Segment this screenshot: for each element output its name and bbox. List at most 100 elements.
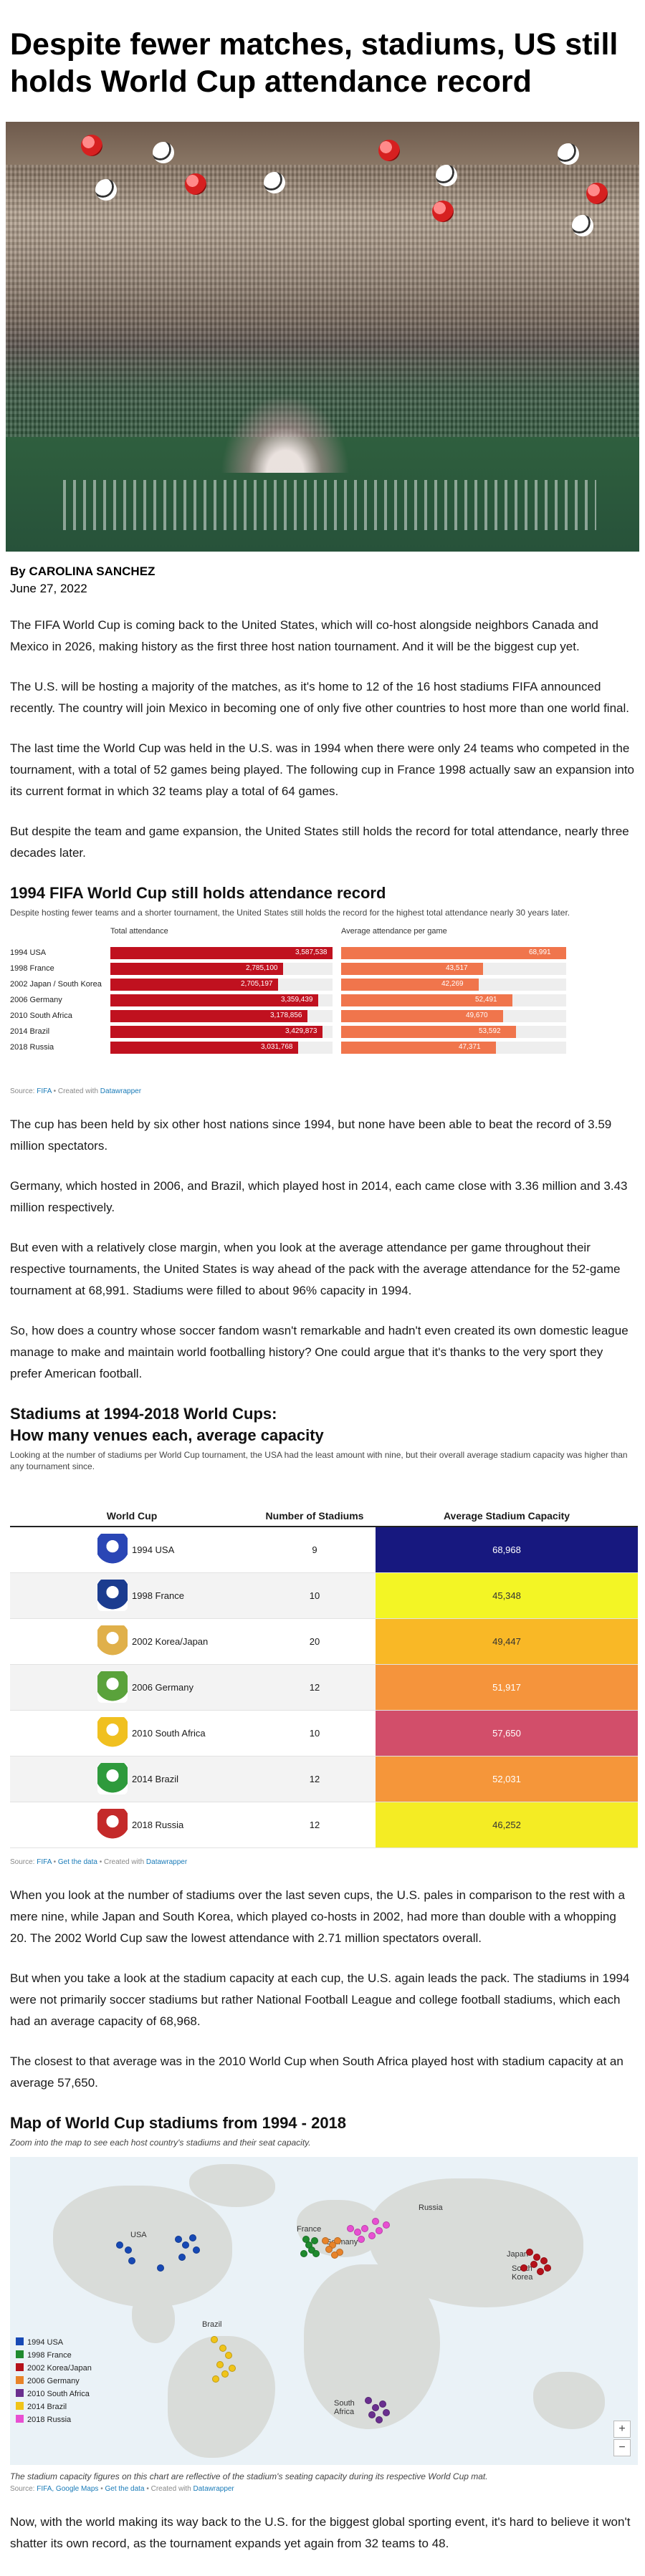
stadium-count-cell: 12 bbox=[254, 1802, 376, 1848]
bar[interactable] bbox=[341, 979, 479, 991]
stadium-marker[interactable] bbox=[212, 2375, 219, 2383]
stadium-marker[interactable] bbox=[211, 2335, 218, 2343]
bar[interactable] bbox=[110, 963, 283, 975]
bullet-sep: • bbox=[53, 1857, 57, 1866]
world-map[interactable]: USA France Germany Russia Japan South Ko… bbox=[10, 2156, 638, 2465]
source-link[interactable]: FIFA bbox=[37, 1087, 52, 1095]
cup-name: 1998 France bbox=[132, 1590, 184, 1601]
stadium-marker[interactable] bbox=[229, 2364, 236, 2372]
paragraph: When you look at the number of stadiums … bbox=[10, 1888, 625, 1945]
stadium-marker[interactable] bbox=[365, 2396, 372, 2404]
stadium-marker[interactable] bbox=[157, 2264, 164, 2272]
datawrapper-link[interactable]: Datawrapper bbox=[145, 1857, 188, 1866]
bar[interactable] bbox=[110, 1042, 298, 1054]
bar-value-label: 3,178,856 bbox=[270, 1011, 302, 1019]
stadium-marker[interactable] bbox=[358, 2235, 365, 2243]
stadium-marker[interactable] bbox=[219, 2344, 226, 2352]
stadium-marker[interactable] bbox=[300, 2249, 307, 2257]
stadium-marker[interactable] bbox=[530, 2260, 538, 2268]
stadium-marker[interactable] bbox=[182, 2241, 189, 2249]
stadium-marker[interactable] bbox=[175, 2235, 182, 2243]
legend-label: 2002 Korea/Japan bbox=[27, 2363, 92, 2373]
stadium-marker[interactable] bbox=[221, 2370, 229, 2378]
stadium-marker[interactable] bbox=[116, 2241, 123, 2249]
land-australia bbox=[533, 2371, 605, 2429]
stadium-marker[interactable] bbox=[225, 2351, 232, 2359]
stadium-marker[interactable] bbox=[383, 2221, 390, 2229]
stadium-marker[interactable] bbox=[216, 2360, 224, 2368]
stadium-marker[interactable] bbox=[376, 2226, 383, 2234]
publish-date: June 27, 2022 bbox=[10, 582, 87, 595]
cup-name: 2014 Brazil bbox=[132, 1773, 179, 1784]
paragraph: The cup has been held by six other host … bbox=[10, 1118, 612, 1153]
stadium-marker[interactable] bbox=[329, 2241, 336, 2249]
land-south-america bbox=[168, 2335, 275, 2458]
stadium-marker[interactable] bbox=[383, 2408, 390, 2416]
stadium-marker[interactable] bbox=[322, 2236, 329, 2244]
stadium-marker[interactable] bbox=[334, 2236, 341, 2244]
stadium-marker[interactable] bbox=[376, 2416, 383, 2423]
bar[interactable] bbox=[341, 1042, 496, 1054]
stadium-marker[interactable] bbox=[125, 2246, 132, 2254]
legend-swatch bbox=[16, 2414, 24, 2423]
map-label-usa: USA bbox=[130, 2230, 147, 2239]
source-link[interactable]: FIFA, Google Maps bbox=[37, 2484, 99, 2493]
stadium-marker[interactable] bbox=[311, 2236, 318, 2244]
get-data-link[interactable]: Get the data bbox=[105, 2484, 145, 2493]
get-data-link[interactable]: Get the data bbox=[57, 1857, 97, 1866]
zoom-in-button[interactable]: + bbox=[613, 2420, 631, 2438]
map-source: Source: FIFA, Google Maps • Get the data… bbox=[10, 2485, 635, 2493]
stadium-marker[interactable] bbox=[368, 2411, 376, 2418]
bar[interactable] bbox=[341, 963, 483, 975]
paragraph: But despite the team and game expansion,… bbox=[10, 825, 629, 860]
bar[interactable] bbox=[341, 994, 512, 1006]
stadium-marker[interactable] bbox=[312, 2249, 320, 2257]
stadium-count-cell: 20 bbox=[254, 1618, 376, 1665]
legend-item: 2014 Brazil bbox=[16, 2400, 92, 2413]
stadium-marker[interactable] bbox=[379, 2400, 386, 2408]
stadium-marker[interactable] bbox=[178, 2253, 186, 2261]
bar[interactable] bbox=[110, 1010, 307, 1022]
cup-cell: 2010 South Africa bbox=[10, 1710, 254, 1756]
stadium-marker[interactable] bbox=[544, 2264, 551, 2272]
stadium-marker[interactable] bbox=[372, 2403, 379, 2411]
stadium-marker[interactable] bbox=[533, 2253, 540, 2261]
stadium-marker[interactable] bbox=[540, 2257, 548, 2264]
bar[interactable] bbox=[341, 1010, 503, 1022]
bar[interactable] bbox=[110, 979, 278, 991]
stadium-marker[interactable] bbox=[368, 2231, 376, 2239]
zoom-out-button[interactable]: − bbox=[613, 2438, 631, 2456]
stadium-marker[interactable] bbox=[372, 2217, 379, 2225]
stadium-marker[interactable] bbox=[526, 2248, 533, 2256]
stadium-marker[interactable] bbox=[331, 2251, 338, 2259]
bar[interactable] bbox=[110, 1026, 322, 1038]
stadium-marker[interactable] bbox=[193, 2246, 200, 2254]
credit-text: • Created with bbox=[99, 1857, 145, 1866]
stadium-marker[interactable] bbox=[361, 2224, 368, 2232]
legend-swatch bbox=[16, 2388, 24, 2397]
stadium-marker[interactable] bbox=[128, 2257, 135, 2264]
capacity-cell: 68,968 bbox=[376, 1527, 638, 1573]
stadium-marker[interactable] bbox=[325, 2245, 333, 2253]
datawrapper-link[interactable]: Datawrapper bbox=[193, 2484, 234, 2493]
land-north-america bbox=[53, 2185, 232, 2307]
map-legend: 1994 USA 1998 France 2002 Korea/Japan 2006 … bbox=[16, 2336, 92, 2426]
legend-item: 2018 Russia bbox=[16, 2413, 92, 2426]
datawrapper-link[interactable]: Datawrapper bbox=[100, 1087, 142, 1095]
bar[interactable] bbox=[341, 947, 566, 959]
stadium-marker[interactable] bbox=[537, 2267, 544, 2275]
stadium-marker[interactable] bbox=[189, 2234, 196, 2241]
paragraph: So, how does a country whose soccer fand… bbox=[10, 1324, 629, 1380]
balloon-ball bbox=[436, 165, 457, 186]
emblem-2002-icon bbox=[97, 1625, 128, 1657]
paragraph: Now, with the world making its way back … bbox=[10, 2514, 631, 2550]
stadium-marker[interactable] bbox=[354, 2228, 361, 2236]
stadium-marker[interactable] bbox=[520, 2264, 527, 2272]
bar[interactable] bbox=[341, 1026, 516, 1038]
bar[interactable] bbox=[110, 947, 333, 959]
source-link[interactable]: FIFA bbox=[37, 1857, 52, 1866]
bar[interactable] bbox=[110, 994, 318, 1006]
stadium-marker[interactable] bbox=[347, 2224, 354, 2232]
table-row: 1994 USA 9 68,968 bbox=[10, 1527, 638, 1573]
